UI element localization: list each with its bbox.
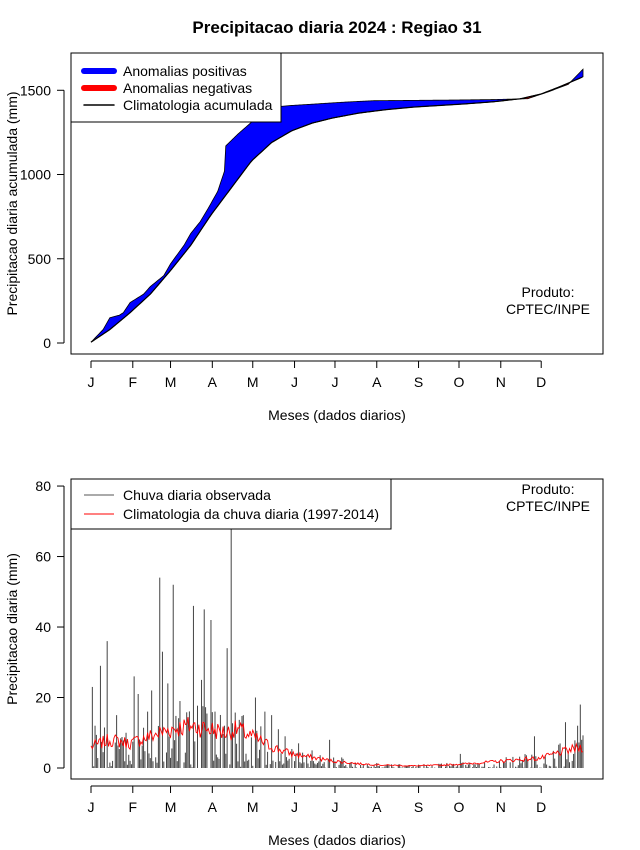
p2-x-tick-label: M [247,799,259,815]
p2-x-tick-label: J [88,799,95,815]
p2-x-tick-label: J [291,799,298,815]
legend-box [70,478,392,530]
legend-label: Climatologia acumulada [123,97,273,113]
p1-x-tick-label: J [331,374,338,390]
p1-y-axis-title: Precipitacao diaria acumulada (mm) [4,91,20,315]
p2-x-tick-label: D [536,799,546,815]
p1-y-tick-label: 0 [43,335,51,351]
p2-annotation-line1: Produto: [522,481,575,497]
p1-x-axis-title: Meses (dados diarios) [268,407,406,423]
p1-x-tick-label: J [88,374,95,390]
p2-x-tick-label: J [331,799,338,815]
legend: Chuva diaria observada Climatologia da ch… [70,478,392,530]
p1-x-tick-label: N [496,374,506,390]
climatology-daily-line [90,717,584,767]
cumulative-chart: 0 500 1000 1500 J F M A M J J A S O N D Meses (dados dia… [4,52,604,423]
p2-x-tick-label: S [414,799,423,815]
p1-x-tick-label: J [291,374,298,390]
p1-plot-frame [70,52,604,355]
climatology-line [90,76,582,343]
p2-y-axis-title: Precipitacao diaria (mm) [4,553,20,705]
chart-title: Precipitacao diaria 2024 : Regiao 31 [192,18,481,37]
p2-x-axis-title: Meses (dados diarios) [268,832,406,848]
p2-x-tick-label: A [208,799,218,815]
p2-y-tick-label: 20 [35,690,51,706]
p1-y-tick-label: 1000 [20,167,51,183]
p1-x-tick-label: M [165,374,177,390]
p2-x-tick-label: F [129,799,138,815]
p1-x-tick-label: A [208,374,218,390]
p1-x-tick-label: A [372,374,382,390]
p1-x-tick-label: D [536,374,546,390]
p1-x-tick-label: S [414,374,423,390]
p2-y-tick-label: 60 [35,549,51,565]
p2-y-tick-label: 80 [35,478,51,494]
p1-y-tick-label: 1500 [20,82,51,98]
daily-chart: 0 20 40 60 80 J F M A M J J A S O N D Meses (dados diario… [4,478,604,848]
legend-label: Chuva diaria observada [123,487,271,503]
p2-annotation-line2: CPTEC/INPE [506,498,590,514]
p1-x-tick-label: M [247,374,259,390]
p2-x-tick-label: A [372,799,382,815]
p1-annotation-line1: Produto: [522,284,575,300]
p2-y-tick-label: 0 [43,760,51,776]
p2-y-tick-label: 40 [35,619,51,635]
p1-x-tick-label: O [454,374,465,390]
p2-x-tick-label: O [454,799,465,815]
legend-label: Anomalias positivas [123,63,247,79]
legend-label: Climatologia da chuva diaria (1997-2014) [123,506,379,522]
p2-x-tick-label: N [496,799,506,815]
p1-x-tick-label: F [129,374,138,390]
p1-y-tick-label: 500 [28,251,52,267]
legend-label: Anomalias negativas [123,80,252,96]
p1-annotation-line2: CPTEC/INPE [506,301,590,317]
p2-x-tick-label: M [165,799,177,815]
